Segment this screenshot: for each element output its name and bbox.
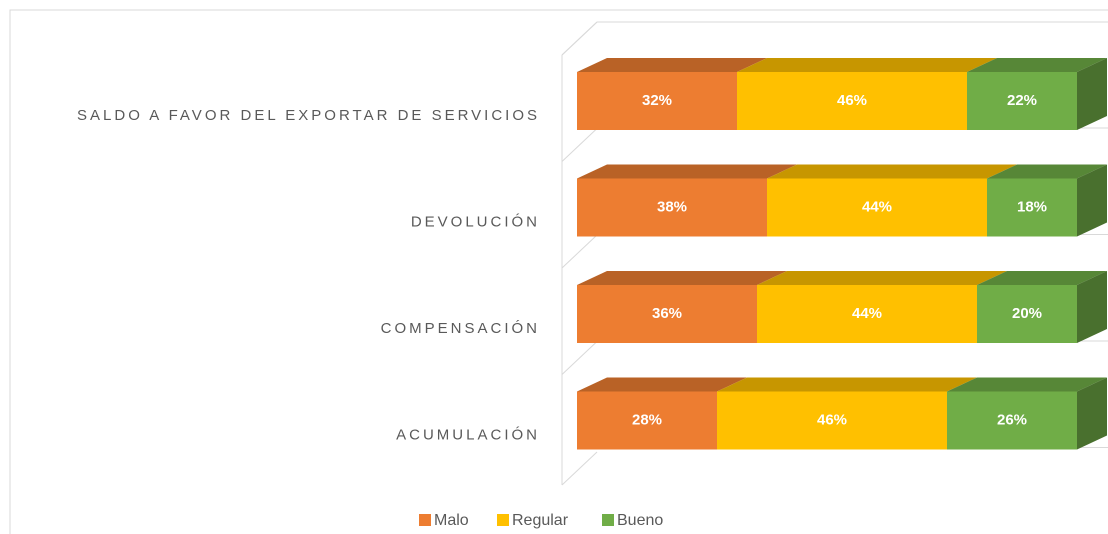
bar — [737, 72, 967, 130]
bar-top — [767, 164, 1017, 179]
legend-label: Bueno — [617, 512, 663, 529]
bar — [717, 391, 947, 450]
data-label: 36% — [652, 305, 682, 322]
bar — [987, 178, 1077, 237]
category-label: ACUMULACIÓN — [396, 426, 540, 443]
legend-label: Regular — [512, 512, 569, 529]
data-label: 46% — [817, 411, 847, 428]
bar-top — [967, 58, 1107, 72]
bar-side — [1077, 58, 1107, 130]
data-label: 44% — [862, 198, 892, 215]
data-label: 20% — [1012, 305, 1042, 322]
legend-swatch — [419, 514, 431, 526]
bar-side — [1077, 271, 1107, 343]
data-label: 44% — [852, 305, 882, 322]
data-label: 22% — [1007, 92, 1037, 109]
legend-swatch — [497, 514, 509, 526]
data-label: 18% — [1017, 198, 1047, 215]
bar — [577, 391, 717, 450]
bar-top — [577, 377, 747, 392]
data-label: 28% — [632, 411, 662, 428]
bar-top — [577, 271, 787, 285]
bar-top — [577, 58, 767, 72]
divider-line — [561, 451, 598, 486]
bar — [767, 178, 987, 237]
divider-line — [561, 234, 598, 269]
bar — [967, 72, 1077, 130]
bar-top — [717, 377, 977, 392]
divider-line — [561, 21, 598, 56]
bar-top — [947, 377, 1107, 392]
bar-top — [987, 164, 1107, 179]
bar — [577, 178, 767, 237]
bar-top — [737, 58, 997, 72]
data-label: 32% — [642, 92, 672, 109]
bar — [977, 285, 1077, 343]
bar — [577, 72, 737, 130]
data-label: 46% — [837, 92, 867, 109]
legend-label: Malo — [434, 512, 469, 529]
category-label: COMPENSACIÓN — [381, 320, 540, 337]
data-label: 26% — [997, 411, 1027, 428]
bar-top — [977, 271, 1107, 285]
divider-line — [561, 128, 598, 162]
category-label: DEVOLUCIÓN — [411, 213, 540, 230]
data-label: 38% — [657, 198, 687, 215]
divider-line — [561, 341, 598, 375]
legend-swatch — [602, 514, 614, 526]
bar — [577, 285, 757, 343]
bar — [757, 285, 977, 343]
chart-frame — [9, 9, 1108, 534]
bar-side — [1077, 377, 1107, 450]
bar-side — [1077, 164, 1107, 237]
bar — [947, 391, 1077, 450]
bar-top — [757, 271, 1007, 285]
category-label: SALDO A FAVOR DEL EXPORTAR DE SERVICIOS — [77, 107, 540, 124]
bar-top — [577, 164, 797, 179]
